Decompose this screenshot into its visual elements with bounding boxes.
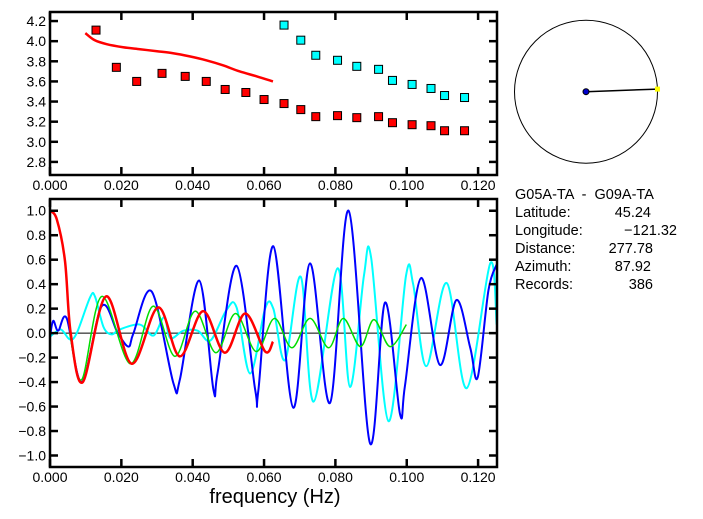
x-tick-label: 0.000 — [32, 177, 67, 193]
latitude-label: Latitude: — [515, 205, 571, 221]
series-line-3 — [50, 209, 275, 384]
station-destination-marker — [654, 86, 660, 92]
longitude-value: −121.32 — [624, 223, 677, 239]
info-panel: G05A-TA - G09A-TA Latitude: 45.24 Longit… — [515, 187, 677, 293]
y-tick-label: 3.4 — [27, 94, 47, 110]
y-tick-label: −0.4 — [18, 374, 46, 390]
x-tick-label: 0.120 — [461, 469, 496, 485]
data-point — [407, 120, 417, 130]
y-tick-label: 4.0 — [27, 33, 47, 49]
data-point — [296, 105, 306, 115]
data-point — [132, 76, 142, 86]
station-pair-title: G05A-TA - G09A-TA — [515, 187, 654, 203]
data-point — [440, 91, 450, 101]
x-axis-label: frequency (Hz) — [209, 486, 340, 508]
data-point — [407, 79, 417, 89]
y-tick-label: 1.0 — [27, 203, 47, 219]
y-tick-label: −0.2 — [18, 350, 46, 366]
x-tick-label: 0.060 — [247, 469, 282, 485]
distance-label: Distance: — [515, 241, 575, 257]
x-tick-label: 0.040 — [175, 469, 210, 485]
data-point — [440, 126, 450, 136]
x-tick-label: 0.120 — [461, 177, 496, 193]
y-tick-label: 0.2 — [27, 301, 47, 317]
x-tick-label: 0.080 — [318, 469, 353, 485]
series-line-1 — [50, 209, 497, 446]
data-point — [241, 87, 251, 97]
data-point — [180, 71, 190, 81]
x-tick-label: 0.020 — [104, 469, 139, 485]
azimuth-circle — [514, 19, 658, 164]
data-point — [279, 99, 289, 109]
y-tick-label: 4.2 — [27, 13, 47, 29]
data-point — [259, 95, 269, 105]
x-tick-label: 0.100 — [389, 469, 424, 485]
data-point — [426, 121, 436, 131]
data-point — [311, 112, 321, 122]
y-tick-label: −1.0 — [18, 447, 46, 463]
x-tick-label: 0.000 — [32, 469, 67, 485]
correlation-plot: 0.000 0.020 0.040 0.060 0.080 0.100 0.120 1.0 0.… — [18, 197, 499, 485]
data-point — [333, 111, 343, 121]
data-point — [311, 50, 321, 60]
azimuth-label: Azimuth: — [515, 259, 571, 275]
data-point — [220, 84, 230, 94]
y-tick-label: 0.0 — [27, 325, 47, 341]
data-point — [460, 93, 470, 103]
data-point — [387, 118, 397, 128]
x-tick-label: 0.080 — [318, 177, 353, 193]
azimuth-value: 87.92 — [615, 259, 651, 275]
series-line-0 — [50, 245, 497, 423]
y-tick-label: 0.8 — [27, 227, 47, 243]
x-tick-label: 0.060 — [247, 177, 282, 193]
y-tick-label: 3.6 — [27, 73, 47, 89]
data-point — [333, 55, 343, 65]
records-label: Records: — [515, 277, 573, 293]
data-point — [352, 61, 362, 71]
x-tick-label: 0.040 — [175, 177, 210, 193]
y-tick-label: 2.8 — [27, 154, 47, 170]
y-tick-label: −0.8 — [18, 423, 46, 439]
data-point — [374, 112, 384, 122]
y-tick-label: 3.0 — [27, 134, 47, 150]
data-point — [111, 62, 121, 72]
records-value: 386 — [629, 277, 653, 293]
y-tick-label: −0.6 — [18, 399, 46, 415]
latitude-value: 45.24 — [615, 205, 651, 221]
y-tick-label: 3.2 — [27, 114, 47, 130]
phase-velocity-plot: 0.000 0.020 0.040 0.060 0.080 0.100 0.120 4.2 4.… — [27, 10, 499, 193]
x-tick-label: 0.100 — [389, 177, 424, 193]
series-line-2 — [68, 295, 408, 381]
data-point — [296, 35, 306, 45]
data-point — [426, 83, 436, 93]
x-tick-label: 0.020 — [104, 177, 139, 193]
data-point — [157, 68, 167, 78]
y-tick-label: 0.4 — [27, 276, 47, 292]
azimuth-line — [585, 88, 658, 93]
station-map — [514, 19, 660, 164]
station-origin-marker — [582, 88, 590, 96]
data-point — [201, 76, 211, 86]
plot-frame — [48, 10, 499, 177]
series-line-2 — [84, 32, 274, 83]
y-tick-label: 3.8 — [27, 53, 47, 69]
data-point — [352, 113, 362, 123]
data-point — [460, 126, 470, 136]
longitude-label: Longitude: — [515, 223, 583, 239]
data-point — [91, 25, 101, 35]
distance-value: 277.78 — [609, 241, 653, 257]
data-point — [374, 64, 384, 74]
y-tick-label: 0.6 — [27, 252, 47, 268]
data-point — [279, 20, 289, 30]
data-point — [387, 75, 397, 85]
